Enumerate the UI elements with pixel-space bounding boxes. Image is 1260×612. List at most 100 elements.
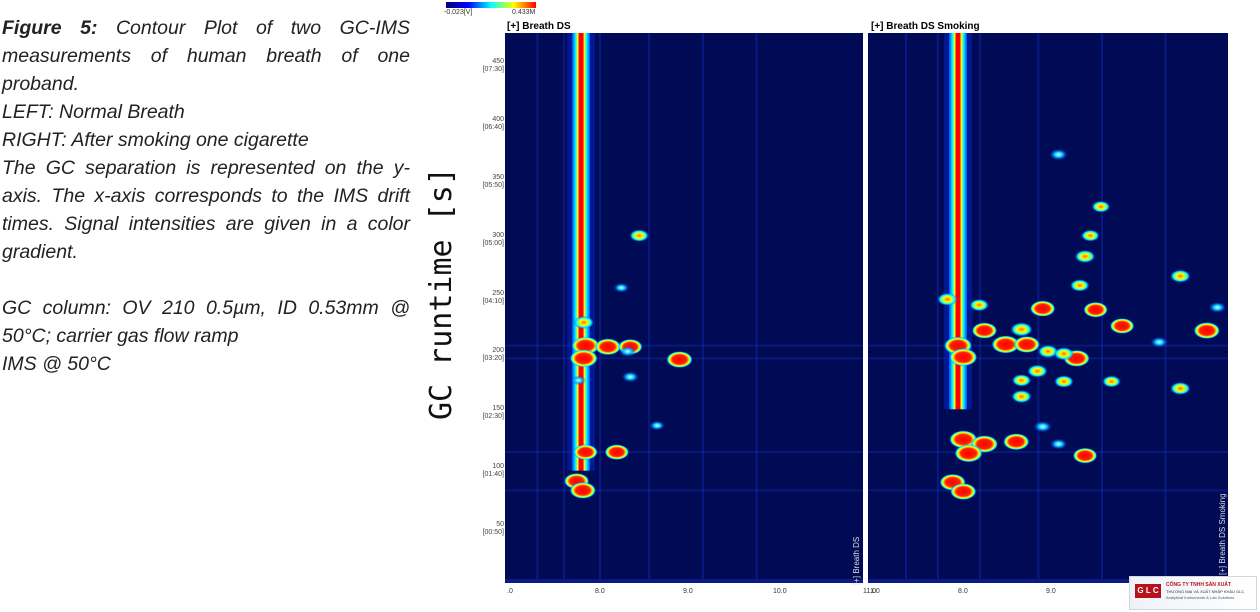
drift-streak [936,33,939,583]
contour-peak [1074,249,1096,264]
gc-streak [505,489,863,492]
drift-streak [648,33,651,583]
contour-peak [1150,336,1168,348]
contour-peak [1109,318,1135,334]
colorbar-max-label: 0.433M [512,9,536,16]
logo-mark: G L C [1135,584,1161,598]
contour-peak [971,322,998,339]
gc-streak [505,344,863,347]
contour-peak [613,282,630,293]
side-label-left: [+] Breath DS [852,536,861,585]
figure-label: Figure 5: [2,17,98,39]
rip-band [572,33,591,471]
contour-peak [1053,375,1074,388]
contour-peak [1091,200,1111,213]
baseline-strip [505,579,863,583]
contour-peak [1053,347,1075,361]
contour-peak [1037,344,1059,359]
contour-peak [1033,420,1052,433]
figure-title-text: Contour Plot of two GC-IMS measurements … [2,17,410,95]
contour-peak [969,298,990,312]
drift-streak [905,33,908,583]
panel-title-left: [+] Breath DS [507,21,571,32]
logo-line2: THƯƠNG MẠI VÀ XUẤT NHẬP KHẨU GLC [1166,589,1245,594]
contour-peak [1169,269,1191,283]
contour-peak [949,430,978,449]
contour-peak [949,348,978,367]
y-tick-label: 250 [04:10] [482,289,504,305]
caption-right: RIGHT: After smoking one cigarette [2,129,309,151]
drift-streak [598,33,601,583]
contour-peak [991,335,1020,354]
company-logo: G L C CÔNG TY TNHH SẢN XUẤT THƯƠNG MẠI V… [1129,576,1257,610]
caption-gc-description: The GC separation is represented on the … [2,157,410,263]
x-tick-label: .0 [507,588,513,595]
drift-streak [536,33,539,583]
x-tick-label: 10.0 [773,588,787,595]
contour-peak [1169,381,1191,396]
caption-gc-column: GC column: OV 210 0.5µm, ID 0.53mm @ 50°… [2,297,410,347]
contour-peak [569,349,598,368]
contour-peak [1011,374,1032,387]
heatmap-panel-left [505,33,863,583]
contour-peak [1193,322,1220,339]
baseline-strip [868,579,1228,583]
drift-streak [1164,33,1167,583]
gc-streak [868,357,1228,360]
contour-peak [1030,300,1056,317]
contour-peak [1010,322,1033,337]
contour-peak [666,351,693,368]
contour-peak [1013,336,1040,353]
contour-peak [649,420,665,431]
gc-streak [505,451,863,454]
contour-peak [1072,447,1098,464]
y-tick-label: 100 [01:40] [482,463,504,479]
logo-line1: CÔNG TY TNHH SẢN XUẤT [1166,582,1231,588]
panel-title-right: [+] Breath DS Smoking [871,21,980,32]
panel-background [505,33,863,583]
x-tick-label: 1.0 [870,588,880,595]
y-tick-label: 150 [02:30] [482,405,504,421]
contour-peak [629,229,650,242]
x-tick-label: 8.0 [958,588,968,595]
contour-peak [1102,375,1122,388]
gc-streak [868,451,1228,454]
x-tick-label: 8.0 [595,588,605,595]
figure-caption: Figure 5: Contour Plot of two GC-IMS mea… [2,14,410,378]
contour-peak [604,444,630,460]
logo-line3: Analytical Instruments & Lab Solutions [1166,595,1235,600]
contour-peak [1083,301,1108,318]
contour-peak [954,444,983,463]
contour-peak [621,371,639,383]
colorbar [446,2,536,8]
contour-plot [505,33,1228,583]
contour-peak [1027,364,1048,378]
contour-peak [1208,302,1227,313]
drift-streak [755,33,758,583]
contour-peak [1003,433,1030,451]
contour-peak [1049,148,1068,161]
contour-peak [570,375,587,386]
caption-ims: IMS @ 50°C [2,353,111,375]
contour-peak [573,315,595,330]
y-tick-label: 200 [03:20] [482,347,504,363]
caption-left: LEFT: Normal Breath [2,101,185,123]
gc-streak [868,489,1228,492]
contour-peak [573,444,598,460]
drift-streak [563,33,566,583]
y-tick-label: 450 [07:30] [482,57,504,73]
y-axis-label: GC runtime [s] [424,167,459,420]
contour-peak [937,292,958,306]
contour-peak [1011,389,1032,404]
contour-peak [569,481,596,499]
panel-divider [863,33,868,583]
caption-title: Figure 5: Contour Plot of two GC-IMS mea… [2,14,410,98]
contour-peak [594,338,622,356]
heatmap-panel-right [868,33,1228,583]
colorbar-min-label: -0.023[V] [444,9,473,16]
contour-peak [1049,438,1068,450]
contour-peak [619,346,637,357]
y-tick-label: 300 [05:00] [482,231,504,247]
side-label-right: [+] Breath DS Smoking [1218,493,1227,575]
contour-peak [1080,229,1100,242]
